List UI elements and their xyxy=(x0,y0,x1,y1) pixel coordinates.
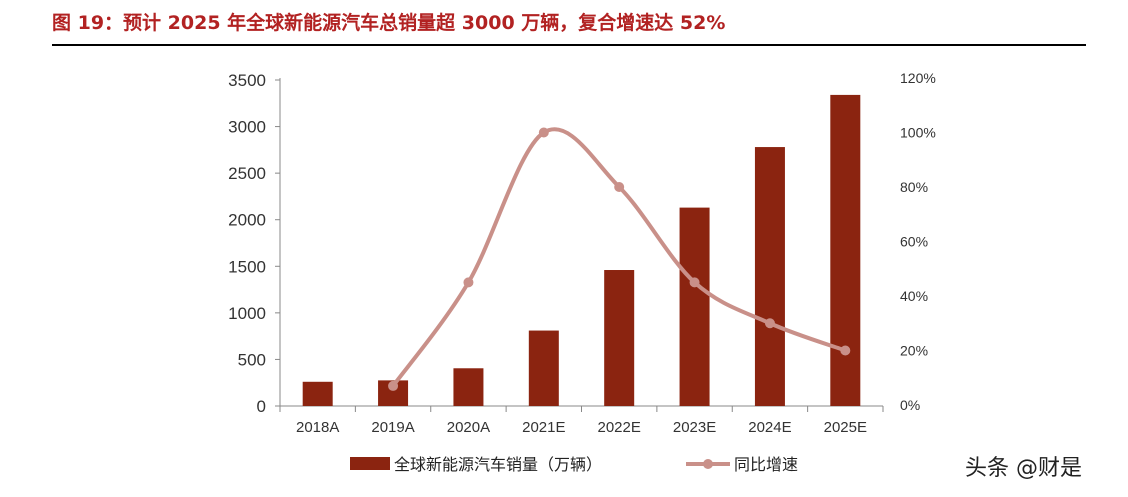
legend-bar-label: 全球新能源汽车销量（万辆） xyxy=(394,456,602,474)
right-y-axis: 0% 20% 40% 60% 80% 100% 120% xyxy=(900,70,936,413)
line-point xyxy=(689,277,700,288)
left-tick-label: 0 xyxy=(257,397,266,416)
bar xyxy=(453,368,484,406)
line-point xyxy=(538,127,549,138)
right-tick-label: 80% xyxy=(900,179,928,195)
x-tick-label: 2020A xyxy=(447,419,490,436)
legend-line-marker xyxy=(703,459,713,469)
legend-line-label: 同比增速 xyxy=(734,456,798,474)
right-tick-label: 100% xyxy=(900,125,936,141)
left-tick-label: 3500 xyxy=(228,71,266,90)
left-tick-label: 2000 xyxy=(228,211,266,230)
line-point xyxy=(463,277,474,288)
bar xyxy=(604,270,635,406)
chart-title: 图 19：预计 2025 年全球新能源汽车总销量超 3000 万辆，复合增速达 … xyxy=(52,12,726,34)
line-series xyxy=(388,127,851,391)
bar xyxy=(528,330,559,406)
right-tick-label: 40% xyxy=(900,288,928,304)
x-tick-label: 2022E xyxy=(598,419,641,436)
legend: 全球新能源汽车销量（万辆） 同比增速 xyxy=(350,456,798,474)
watermark: 头条 @财是 xyxy=(965,456,1082,481)
line-point xyxy=(614,182,625,192)
bar xyxy=(679,207,710,406)
left-tick-label: 500 xyxy=(238,350,266,369)
right-tick-label: 120% xyxy=(900,70,936,86)
bar xyxy=(830,94,861,406)
line-point xyxy=(840,345,851,356)
bar xyxy=(302,381,333,406)
x-tick-label: 2018A xyxy=(296,419,339,436)
x-tick-label: 2025E xyxy=(824,419,867,436)
left-tick-label: 3000 xyxy=(228,118,266,137)
left-tick-label: 1000 xyxy=(228,304,266,323)
left-tick-label: 2500 xyxy=(228,164,266,183)
x-tick-label: 2019A xyxy=(371,419,414,436)
x-tick-label: 2024E xyxy=(748,419,791,436)
title-divider xyxy=(52,44,1086,46)
left-tick-label: 1500 xyxy=(228,257,266,276)
right-tick-label: 20% xyxy=(900,343,928,359)
right-tick-label: 60% xyxy=(900,234,928,250)
line-point xyxy=(388,380,399,391)
line-point xyxy=(764,318,775,329)
left-y-axis: 0 500 1000 1500 2000 2500 3000 3500 xyxy=(228,71,281,416)
x-tick-label: 2021E xyxy=(522,419,565,436)
x-tick-label: 2023E xyxy=(673,419,716,436)
bar xyxy=(754,147,785,406)
right-tick-label: 0% xyxy=(900,397,920,413)
bar-series xyxy=(302,94,861,406)
x-axis: 2018A 2019A 2020A 2021E 2022E 2023E 2024E 2025E xyxy=(279,405,884,436)
legend-bar-swatch xyxy=(350,457,390,470)
